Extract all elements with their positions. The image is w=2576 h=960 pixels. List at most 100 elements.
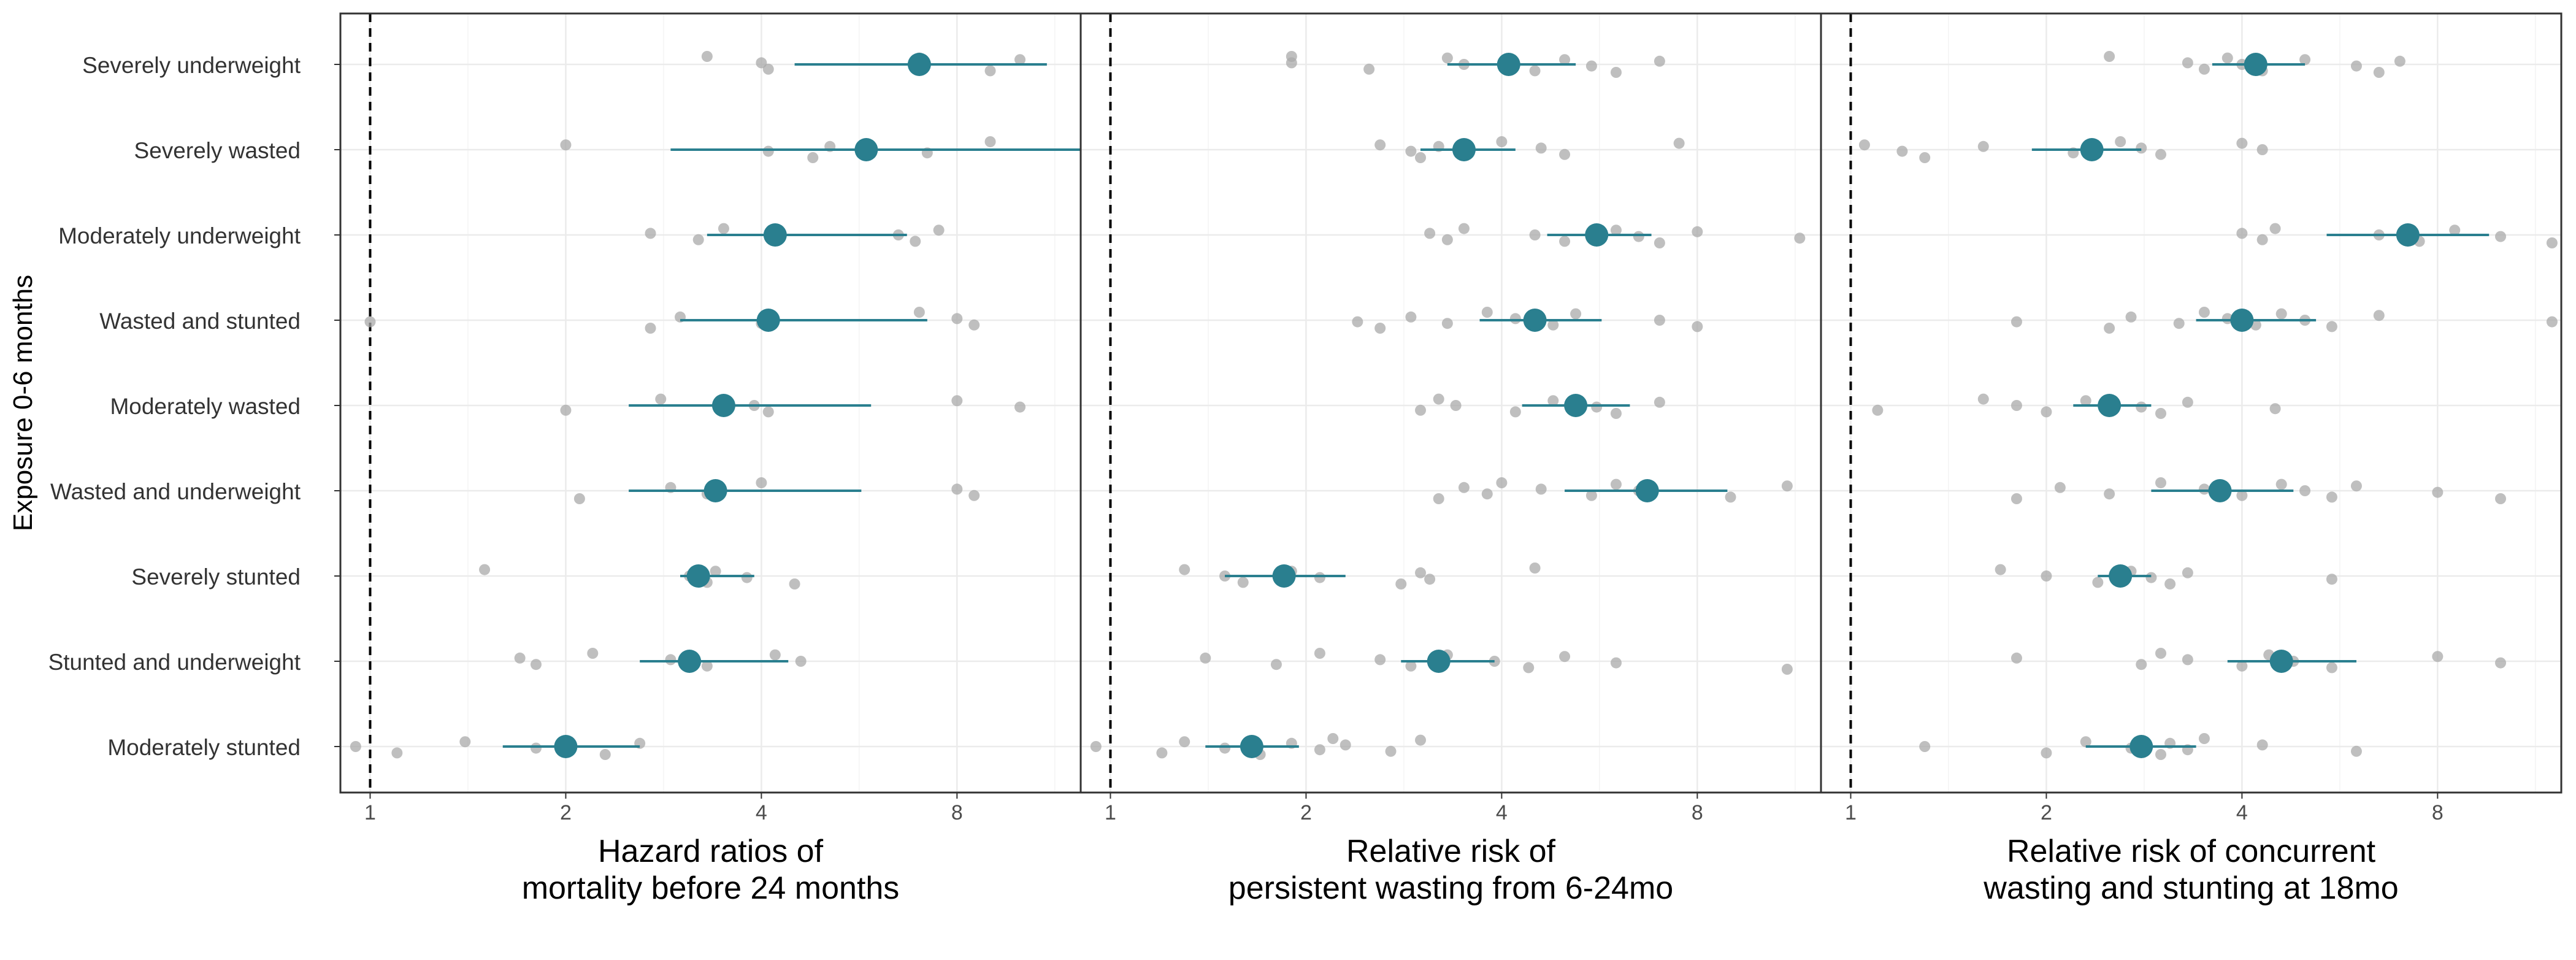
pooled-estimate-point — [2080, 138, 2104, 161]
study-point — [645, 323, 656, 334]
study-point — [1919, 741, 1931, 752]
pooled-estimate-point — [2129, 735, 2153, 758]
study-point — [1654, 396, 1665, 408]
study-point — [2326, 491, 2337, 503]
study-point — [2350, 60, 2362, 72]
study-point — [2173, 318, 2185, 329]
study-point — [1794, 232, 1806, 244]
study-point — [2054, 482, 2066, 493]
study-point — [2373, 310, 2385, 321]
study-point — [1363, 63, 1375, 75]
x-tick-label: 2 — [560, 801, 572, 824]
pooled-estimate-point — [907, 53, 931, 76]
study-point — [1014, 54, 1026, 66]
study-point — [741, 572, 753, 583]
pooled-estimate-point — [2244, 53, 2267, 76]
study-point — [530, 659, 542, 670]
x-axis-title: Hazard ratios of — [598, 834, 824, 869]
study-point — [2155, 749, 2167, 760]
pooled-estimate-point — [763, 223, 787, 247]
study-point — [1692, 226, 1703, 237]
study-point — [1547, 395, 1559, 407]
pooled-estimate-point — [1635, 479, 1659, 502]
pooled-estimate-point — [1564, 394, 1588, 417]
study-point — [573, 493, 585, 504]
study-point — [1327, 733, 1339, 744]
study-point — [1547, 319, 1559, 331]
pooled-estimate-point — [2230, 309, 2254, 332]
study-point — [1535, 142, 1547, 154]
x-axis-title: mortality before 24 months — [522, 870, 900, 906]
study-point — [2041, 570, 2052, 582]
x-tick-label: 8 — [2432, 801, 2444, 824]
study-point — [2546, 316, 2558, 328]
study-point — [2041, 406, 2052, 418]
study-point — [1340, 739, 1351, 751]
study-point — [968, 490, 980, 501]
study-point — [1977, 140, 1989, 152]
study-point — [2125, 311, 2137, 323]
study-point — [2104, 51, 2115, 62]
study-point — [1858, 139, 1870, 151]
study-point — [2155, 408, 2167, 419]
study-point — [2495, 493, 2507, 504]
panel-background — [340, 13, 1081, 793]
pooled-estimate-point — [678, 650, 702, 673]
study-point — [1570, 308, 1582, 320]
study-point — [350, 741, 361, 752]
study-point — [933, 225, 945, 236]
x-axis-title: Relative risk of concurrent — [2007, 834, 2376, 869]
study-point — [1374, 654, 1386, 666]
study-point — [1405, 145, 1417, 157]
study-point — [756, 477, 767, 488]
study-point — [2198, 63, 2210, 75]
pooled-estimate-point — [1452, 138, 1476, 161]
study-point — [587, 648, 599, 659]
study-point — [1585, 490, 1597, 501]
study-point — [1509, 406, 1521, 418]
study-point — [1559, 54, 1571, 66]
x-axis-title: Relative risk of — [1346, 834, 1556, 869]
pooled-estimate-point — [1523, 309, 1547, 332]
study-point — [1179, 564, 1190, 575]
study-point — [2236, 490, 2248, 501]
study-point — [1415, 734, 1427, 746]
study-point — [1610, 478, 1622, 490]
study-point — [2432, 651, 2444, 662]
study-point — [1458, 223, 1470, 234]
study-point — [1610, 225, 1622, 236]
study-point — [2080, 395, 2091, 407]
study-point — [2041, 747, 2052, 759]
study-point — [2221, 52, 2233, 64]
study-point — [1415, 152, 1427, 163]
pooled-estimate-point — [554, 735, 578, 758]
study-point — [2546, 237, 2558, 248]
study-point — [2256, 144, 2268, 155]
study-point — [1509, 313, 1521, 324]
study-point — [2326, 662, 2337, 674]
x-tick-label: 8 — [951, 801, 963, 824]
study-point — [951, 313, 963, 324]
pooled-estimate-point — [2269, 650, 2293, 673]
x-axis-title: persistent wasting from 6-24mo — [1229, 870, 1673, 906]
study-point — [692, 234, 704, 245]
study-point — [951, 395, 963, 407]
study-point — [364, 316, 376, 328]
study-point — [2394, 55, 2405, 67]
category-label: Wasted and underweight — [50, 479, 301, 504]
study-point — [2104, 488, 2115, 500]
study-point — [951, 483, 963, 495]
study-point — [514, 652, 526, 664]
pooled-estimate-point — [2109, 564, 2133, 588]
study-point — [1014, 401, 1026, 413]
study-point — [2092, 577, 2104, 588]
study-point — [2495, 657, 2507, 669]
study-point — [795, 656, 807, 667]
study-point — [2449, 225, 2461, 236]
study-point — [2350, 745, 2362, 757]
study-point — [1523, 662, 1535, 674]
pooled-estimate-point — [756, 309, 780, 332]
study-point — [530, 742, 542, 754]
study-point — [2011, 316, 2022, 328]
study-point — [1725, 491, 1736, 503]
